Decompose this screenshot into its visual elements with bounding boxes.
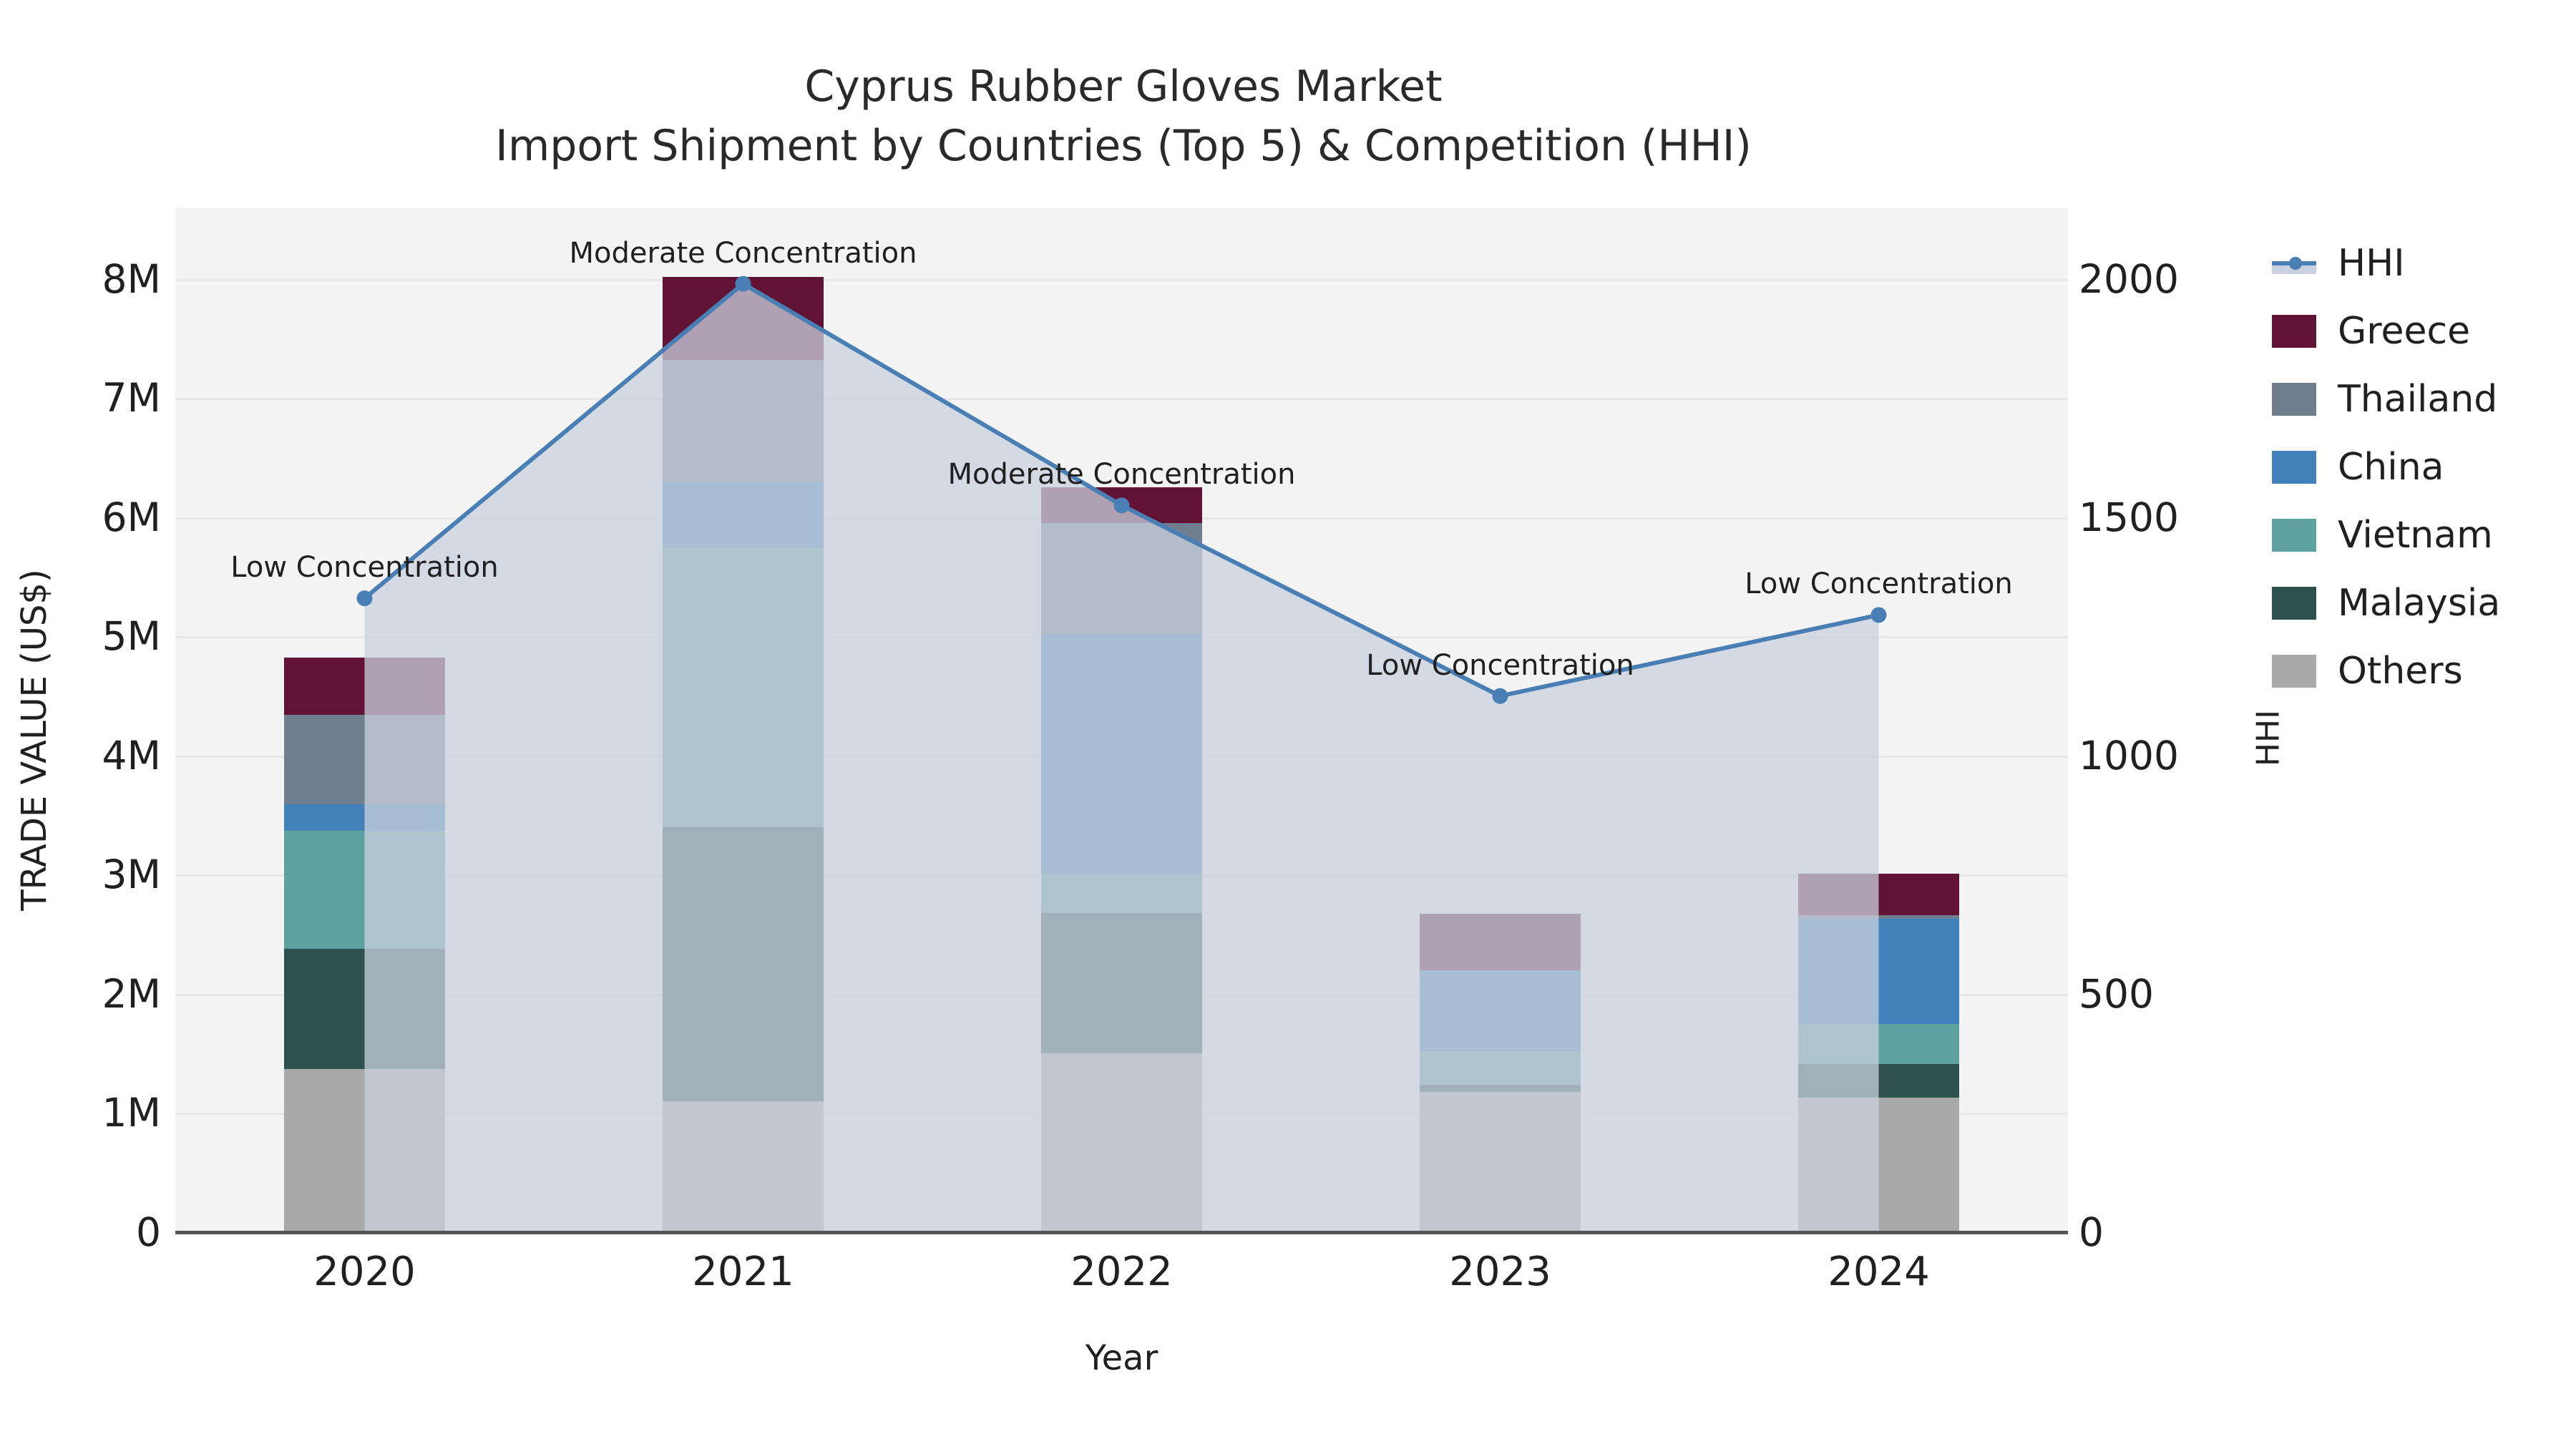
gridline: [175, 278, 2068, 281]
bar-segment-china[interactable]: [284, 804, 445, 831]
bar-segment-malaysia[interactable]: [1041, 912, 1202, 1054]
legend-swatch-icon: [2272, 382, 2316, 416]
bar-segment-vietnam[interactable]: [1420, 1050, 1581, 1085]
bar-segment-malaysia[interactable]: [284, 948, 445, 1069]
bar-stack[interactable]: [1420, 914, 1581, 1232]
legend: HHI Greece Thailand China Vietnam Malaysia Oth…: [2272, 229, 2572, 705]
bar-segment-greece[interactable]: [284, 658, 445, 716]
y-axis-left: 0 1M 2M 3M 4M 5M 6M 7M 8M: [0, 0, 161, 1449]
bar-segment-china[interactable]: [1420, 970, 1581, 1051]
legend-item-greece[interactable]: Greece: [2272, 297, 2572, 365]
bar-segment-thailand[interactable]: [284, 715, 445, 805]
bar-segment-thailand[interactable]: [1041, 523, 1202, 635]
bar-segment-others[interactable]: [1798, 1097, 1959, 1232]
legend-item-vietnam[interactable]: Vietnam: [2272, 501, 2572, 569]
y-tick-left: 4M: [102, 732, 161, 779]
bar-stack[interactable]: [1798, 873, 1959, 1232]
chart-title-line1: Cyprus Rubber Gloves Market: [804, 62, 1443, 112]
concentration-annotation: Moderate Concentration: [947, 458, 1296, 492]
x-tick-2021: 2021: [692, 1249, 794, 1295]
legend-label: Thailand: [2338, 377, 2498, 421]
legend-label: HHI: [2338, 241, 2405, 285]
legend-label: China: [2338, 445, 2444, 489]
legend-item-malaysia[interactable]: Malaysia: [2272, 569, 2572, 637]
y-axis-left-title: TRADE VALUE (US$): [14, 569, 54, 911]
y-tick-right: 0: [2079, 1209, 2104, 1255]
x-tick-2024: 2024: [1828, 1249, 1930, 1295]
y-tick-left: 2M: [102, 970, 161, 1017]
y-tick-right: 1500: [2079, 494, 2179, 540]
legend-swatch-icon: [2272, 654, 2316, 688]
y-tick-left: 8M: [102, 255, 161, 302]
legend-label: Others: [2338, 649, 2463, 693]
bar-segment-vietnam[interactable]: [1798, 1023, 1959, 1065]
legend-item-china[interactable]: China: [2272, 433, 2572, 501]
bar-segment-others[interactable]: [284, 1068, 445, 1232]
plot-area: [175, 208, 2068, 1232]
legend-item-hhi[interactable]: HHI: [2272, 229, 2572, 297]
concentration-annotation: Low Concentration: [1366, 648, 1634, 682]
legend-swatch-icon: [2272, 450, 2316, 484]
legend-item-thailand[interactable]: Thailand: [2272, 365, 2572, 433]
bar-segment-vietnam[interactable]: [284, 830, 445, 949]
bar-segment-greece[interactable]: [663, 276, 824, 361]
x-axis-line: [175, 1231, 2068, 1234]
bar-segment-greece[interactable]: [1041, 487, 1202, 524]
chart-title: Cyprus Rubber Gloves Market Import Shipm…: [0, 57, 2247, 176]
bar-segment-others[interactable]: [663, 1101, 824, 1232]
legend-label: Malaysia: [2338, 581, 2501, 625]
concentration-annotation: Low Concentration: [230, 551, 499, 585]
bar-stack[interactable]: [1041, 487, 1202, 1232]
bar-segment-vietnam[interactable]: [663, 547, 824, 827]
concentration-annotation: Low Concentration: [1745, 567, 2013, 601]
bar-segment-thailand[interactable]: [663, 360, 824, 482]
bar-segment-china[interactable]: [663, 481, 824, 547]
bar-segment-greece[interactable]: [1420, 914, 1581, 970]
y-tick-left: 6M: [102, 494, 161, 540]
y-tick-left: 5M: [102, 613, 161, 660]
bar-stack[interactable]: [663, 276, 824, 1232]
bar-stack[interactable]: [284, 658, 445, 1232]
y-tick-left: 1M: [102, 1090, 161, 1136]
bar-segment-china[interactable]: [1041, 634, 1202, 875]
bar-segment-others[interactable]: [1041, 1053, 1202, 1232]
bar-segment-thailand[interactable]: [1798, 915, 1959, 919]
bar-segment-greece[interactable]: [1798, 873, 1959, 916]
y-tick-right: 1000: [2079, 732, 2179, 779]
legend-line-marker-icon: [2272, 247, 2316, 280]
x-tick-2022: 2022: [1070, 1249, 1173, 1295]
concentration-annotation: Moderate Concentration: [569, 236, 917, 270]
bar-segment-others[interactable]: [1420, 1091, 1581, 1232]
chart-title-line2: Import Shipment by Countries (Top 5) & C…: [495, 120, 1752, 171]
y-tick-left: 3M: [102, 852, 161, 898]
y-tick-left: 0: [136, 1209, 161, 1255]
legend-swatch-icon: [2272, 314, 2316, 348]
gridline: [175, 398, 2068, 401]
y-axis-right: 0 500 1000 1500 2000: [2079, 0, 2250, 1449]
y-tick-left: 7M: [102, 375, 161, 421]
bar-segment-china[interactable]: [1798, 919, 1959, 1024]
y-tick-right: 500: [2079, 970, 2154, 1017]
bar-segment-vietnam[interactable]: [1041, 874, 1202, 913]
legend-label: Greece: [2338, 309, 2471, 353]
legend-swatch-icon: [2272, 518, 2316, 552]
x-axis-title: Year: [1085, 1338, 1158, 1378]
y-tick-right: 2000: [2079, 255, 2179, 302]
x-tick-2023: 2023: [1449, 1249, 1551, 1295]
bar-segment-malaysia[interactable]: [1798, 1064, 1959, 1098]
x-tick-2020: 2020: [313, 1249, 416, 1295]
bar-segment-malaysia[interactable]: [1420, 1084, 1581, 1092]
legend-swatch-icon: [2272, 586, 2316, 620]
legend-item-others[interactable]: Others: [2272, 637, 2572, 705]
bar-segment-malaysia[interactable]: [663, 826, 824, 1101]
legend-label: Vietnam: [2338, 513, 2493, 557]
